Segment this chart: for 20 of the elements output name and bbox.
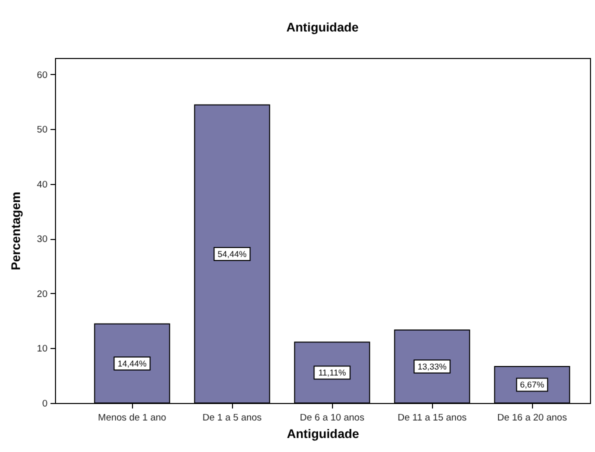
data-label: 13,33% [418,362,447,372]
chart-title: Antiguidade [286,20,359,34]
x-axis-title: Antiguidade [286,427,360,441]
y-tick-label: 50 [36,124,48,136]
y-tick-label: 30 [36,234,48,246]
x-tick-label: De 6 a 10 anos [300,412,365,424]
data-label: 6,67% [520,380,545,390]
x-tick-label: De 16 a 20 anos [497,412,568,424]
y-axis-title: Percentagem [8,192,23,270]
y-tick-label: 0 [42,398,48,410]
x-tick-label: De 1 a 5 anos [202,412,262,424]
y-tick-label: 40 [36,179,48,190]
y-tick-label: 20 [36,288,48,300]
x-tick-label: Menos de 1 ano [98,412,166,424]
x-tick-label: De 11 a 15 anos [398,412,467,424]
data-label: 14,44% [118,358,147,368]
y-tick-label: 60 [36,70,48,81]
y-tick-label: 10 [36,344,48,355]
data-label: 11,11% [318,368,346,378]
data-label: 54,44% [218,248,247,259]
